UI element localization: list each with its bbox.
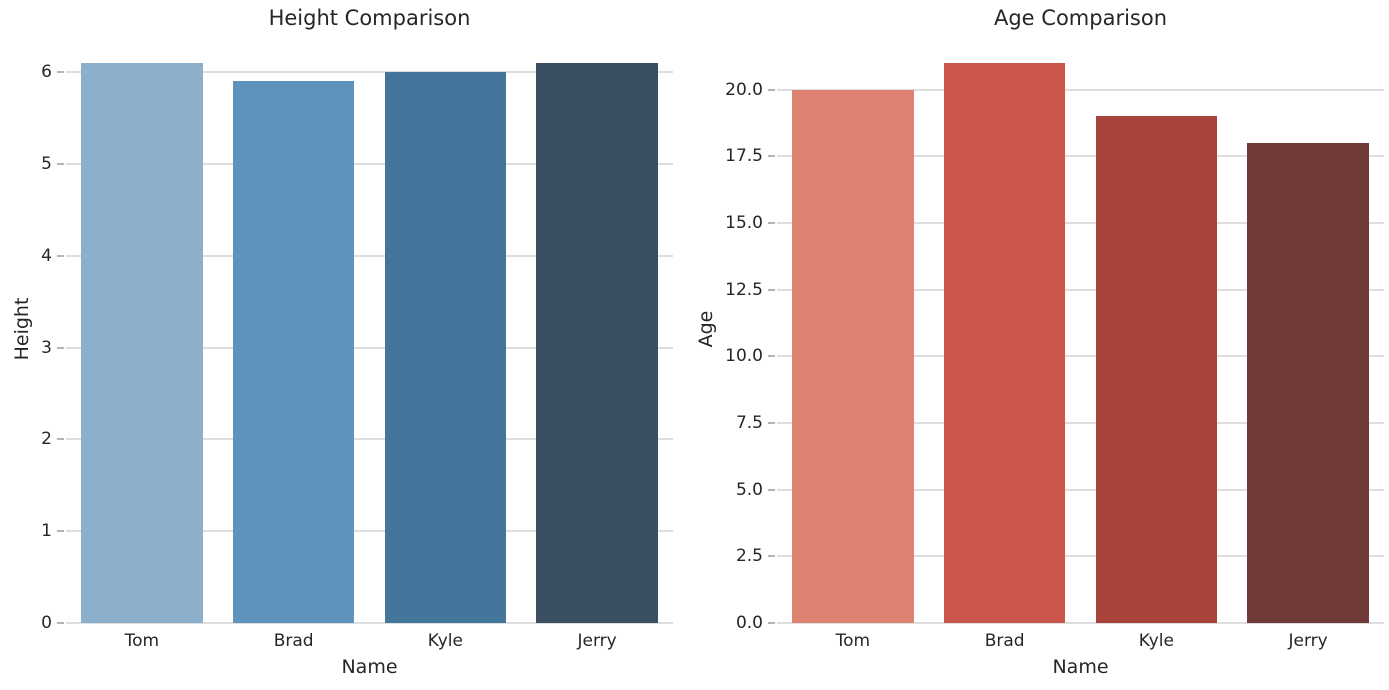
y-tick-label: 15.0 bbox=[725, 213, 763, 233]
y-tick-mark bbox=[768, 355, 775, 358]
x-tick-label-kyle: Kyle bbox=[1138, 631, 1174, 651]
y-tick-label: 2.5 bbox=[735, 546, 763, 567]
age-x-axis-label: Name bbox=[1052, 656, 1109, 678]
gridline bbox=[777, 555, 1384, 558]
gridline bbox=[777, 222, 1384, 224]
y-tick-mark bbox=[57, 530, 64, 533]
x-tick-label-tom: Tom bbox=[835, 631, 871, 651]
y-tick-label: 10.0 bbox=[725, 346, 763, 367]
gridline bbox=[66, 162, 673, 165]
y-tick-mark bbox=[768, 155, 775, 158]
height-x-axis-label: Name bbox=[341, 656, 398, 678]
x-tick-label-tom: Tom bbox=[124, 631, 160, 651]
y-tick-label: 2 bbox=[41, 429, 52, 450]
y-tick-mark bbox=[57, 622, 64, 624]
bar-kyle bbox=[384, 72, 507, 623]
y-tick-mark bbox=[57, 71, 64, 74]
y-tick-mark bbox=[768, 555, 775, 558]
gridline bbox=[66, 530, 673, 533]
y-tick-label: 5.0 bbox=[735, 479, 763, 500]
y-tick-mark bbox=[57, 346, 64, 349]
y-tick-label: 7.5 bbox=[735, 413, 763, 433]
gridline bbox=[66, 346, 673, 349]
height-plot-area: 0 1 2 3 4 5 6 Tom Brad Kyle Jerry bbox=[41, 35, 673, 651]
x-tick-label-brad: Brad bbox=[273, 631, 314, 651]
y-tick-mark bbox=[768, 88, 775, 91]
y-tick-label: 3 bbox=[41, 337, 52, 358]
y-tick-mark bbox=[768, 622, 775, 624]
x-tick-label-jerry: Jerry bbox=[577, 631, 617, 651]
x-tick-label-kyle: Kyle bbox=[427, 631, 463, 651]
gridline bbox=[66, 254, 673, 257]
y-tick-label: 1 bbox=[41, 521, 52, 542]
height-chart-title: Height Comparison bbox=[268, 6, 471, 30]
y-tick-label: 5 bbox=[41, 153, 52, 174]
gridline bbox=[66, 71, 673, 74]
gridline bbox=[777, 488, 1384, 491]
y-tick-label: 0.0 bbox=[735, 613, 763, 633]
gridline bbox=[777, 88, 1384, 91]
gridline bbox=[777, 622, 1384, 624]
age-chart: Age Comparison Age 0.0 2.5 5.0 7.5 10.0 12.5 1… bbox=[695, 0, 1389, 690]
y-tick-mark bbox=[57, 438, 64, 441]
y-tick-label: 12.5 bbox=[725, 279, 763, 300]
y-tick-label: 20.0 bbox=[725, 79, 763, 100]
y-tick-label: 17.5 bbox=[725, 146, 763, 167]
y-tick-mark bbox=[768, 422, 775, 424]
y-tick-label: 0 bbox=[41, 613, 52, 633]
age-y-axis-label: Age bbox=[695, 310, 717, 348]
gridline bbox=[777, 288, 1384, 291]
bar-kyle bbox=[1095, 116, 1218, 623]
bar-jerry bbox=[1247, 143, 1369, 623]
bar-tom bbox=[792, 89, 914, 623]
gridline bbox=[777, 155, 1384, 158]
gridline bbox=[777, 422, 1384, 424]
gridline bbox=[777, 355, 1384, 358]
bar-jerry bbox=[536, 63, 658, 623]
height-chart: Height Comparison Height 0 1 2 3 4 5 6 Tom Brad K… bbox=[0, 0, 694, 690]
x-tick-label-jerry: Jerry bbox=[1288, 631, 1328, 651]
age-chart-title: Age Comparison bbox=[993, 6, 1168, 30]
bar-brad bbox=[232, 81, 355, 623]
gridline bbox=[66, 622, 673, 624]
bar-brad bbox=[943, 63, 1066, 623]
y-tick-mark bbox=[768, 488, 775, 491]
gridline bbox=[66, 438, 673, 441]
y-tick-mark bbox=[768, 288, 775, 291]
y-tick-label: 4 bbox=[41, 245, 52, 266]
x-tick-label-brad: Brad bbox=[984, 631, 1025, 651]
y-tick-label: 6 bbox=[41, 62, 52, 83]
y-tick-mark bbox=[768, 222, 775, 224]
y-tick-mark bbox=[57, 162, 64, 165]
age-plot-area: 0.0 2.5 5.0 7.5 10.0 12.5 15.0 17.5 20.0 Tom Brad K… bbox=[725, 35, 1384, 651]
bar-tom bbox=[81, 63, 203, 623]
y-tick-mark bbox=[57, 254, 64, 257]
